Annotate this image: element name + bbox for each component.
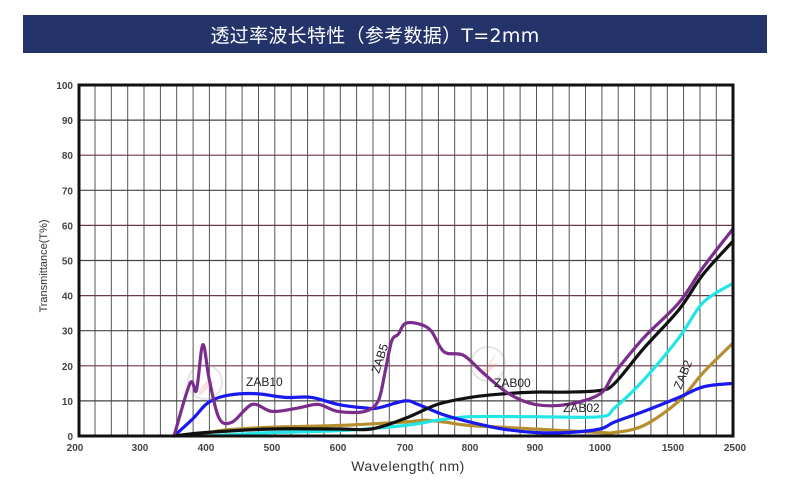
series-line-zab02 (204, 281, 735, 438)
x-tick-label: 600 (330, 443, 347, 454)
x-tick-label: 800 (462, 443, 479, 454)
y-tick-label: 80 (62, 151, 74, 162)
plot-frame (77, 83, 735, 438)
x-axis-title: Wavelength( nm) (351, 458, 465, 474)
grid (79, 85, 733, 436)
chart-title: 透过率波长特性（参考数据）T=2mm (210, 24, 540, 47)
x-tick-label: 500 (264, 443, 281, 454)
y-tick-label: 10 (62, 397, 74, 408)
y-tick-label: 70 (62, 186, 74, 197)
label-zab00: ZAB00 (494, 376, 531, 390)
y-tick-label: 20 (62, 362, 74, 373)
x-axis-ticks: 200 300 400 500 600 700 800 900 1000 1500 2500 (67, 443, 747, 454)
data-lines (172, 227, 735, 438)
label-zab02: ZAB02 (563, 401, 600, 415)
x-tick-label: 2500 (724, 443, 747, 454)
y-axis-ticks: 0 10 20 30 40 50 60 70 80 90 100 (56, 81, 73, 443)
x-tick-label: 400 (198, 443, 215, 454)
y-tick-label: 100 (56, 81, 73, 92)
y-axis-title: Transmittance(T%) (38, 219, 50, 312)
series-line-zab00 (172, 239, 735, 438)
y-tick-label: 0 (67, 432, 73, 443)
x-tick-label: 1000 (589, 443, 612, 454)
y-tick-label: 30 (62, 327, 74, 338)
y-tick-label: 40 (62, 292, 74, 303)
x-tick-label: 900 (527, 443, 544, 454)
y-tick-label: 60 (62, 221, 74, 232)
label-zab10: ZAB10 (246, 375, 283, 389)
y-tick-label: 50 (62, 257, 74, 268)
x-tick-label: 300 (132, 443, 149, 454)
series-line-zab10 (172, 381, 735, 438)
series-line-zab2 (191, 341, 735, 438)
x-tick-label: 200 (67, 443, 84, 454)
y-tick-label: 90 (62, 116, 74, 127)
x-tick-label: 700 (397, 443, 414, 454)
chart-title-banner: 透过率波长特性（参考数据）T=2mm (23, 15, 767, 53)
x-tick-label: 1500 (662, 443, 685, 454)
watermark-logo (187, 346, 506, 400)
series-line-zab5 (172, 227, 735, 438)
